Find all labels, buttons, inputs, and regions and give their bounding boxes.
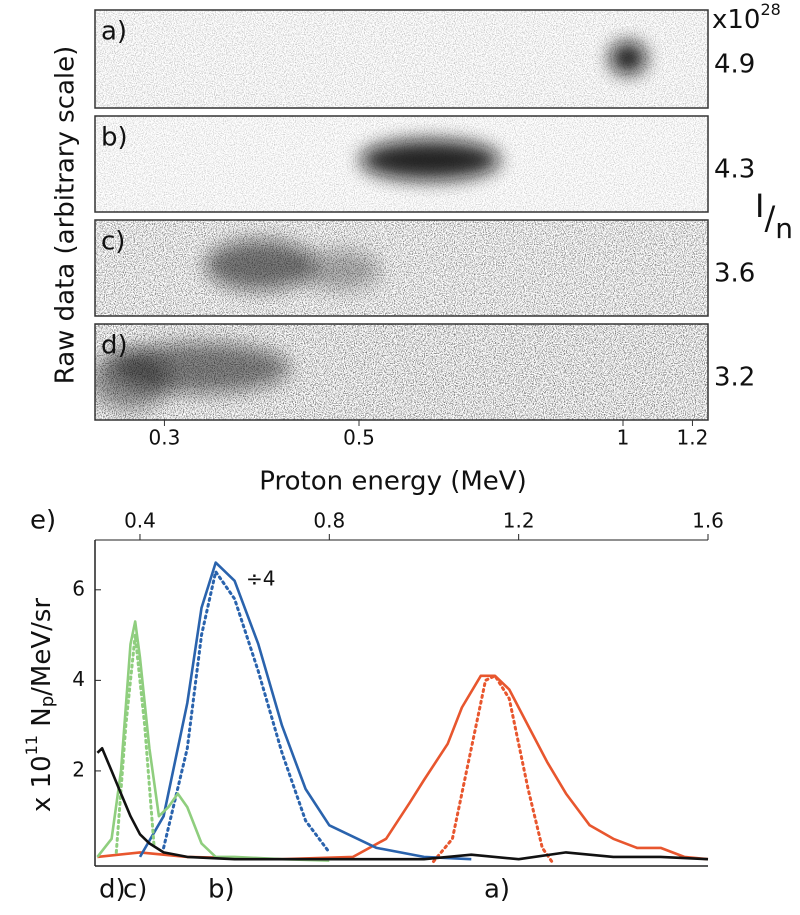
intensity-unit: x1028: [712, 0, 781, 35]
slash: /: [764, 199, 775, 237]
denominator: n: [775, 212, 793, 245]
intensity-axis-label: I/n: [755, 187, 793, 245]
strip-frame: [94, 9, 709, 109]
x-tick-label: 1.6: [692, 509, 724, 533]
spectrum-panel: 0.4 0.8 1.2 1.6 2 4 6 e) ÷4 x 1011 Np/MeV/sr d)c) b…: [22, 506, 724, 905]
ylabel-exponent: 11: [22, 735, 41, 755]
strip-frame: [94, 115, 709, 213]
x-tick-label: 1.2: [503, 509, 535, 533]
ylabel-suffix: /MeV/sr: [27, 598, 57, 696]
strip-label: c): [101, 227, 125, 257]
strip-frame: [94, 323, 709, 421]
strip-noise: [95, 220, 708, 316]
strip-label: d): [101, 331, 128, 361]
ylabel-text: N: [27, 707, 57, 735]
spectrum-line: [96, 747, 709, 861]
proton-spot: [300, 250, 380, 290]
y-tick-label: 6: [72, 576, 85, 600]
x-axis-label: Proton energy (MeV): [259, 467, 526, 497]
strip-label: a): [101, 17, 127, 47]
panel-label: e): [30, 506, 56, 536]
x-tick-label: 1.2: [677, 426, 709, 450]
annotation: ÷4: [246, 567, 275, 591]
raw-data-panel: a) 4.9 b) 4.3 c) 3.6 d) 3.2 0.3 0.5 1 1.2 Proton ene…: [51, 0, 793, 497]
spectrum-line: [138, 561, 472, 861]
spectrum-line: [97, 674, 709, 861]
spectrum-line: [432, 674, 554, 863]
y-axis-label: x 1011 Np/MeV/sr: [22, 598, 59, 813]
x-tick-label: 0.8: [313, 509, 345, 533]
spectrum-line: [162, 570, 331, 854]
proton-spot: [95, 350, 170, 410]
proton-spot: [610, 42, 646, 74]
x-tick-label: 0.3: [149, 426, 181, 450]
intensity-label: 4.9: [714, 50, 755, 80]
curve-label: d): [99, 875, 126, 905]
numerator: I: [755, 187, 764, 225]
curve-label: c): [123, 875, 147, 905]
x-tick-label: 1: [617, 426, 630, 450]
spectrum-line: [114, 633, 156, 854]
proton-spot: [205, 240, 315, 290]
unit-base: x10: [712, 5, 760, 35]
x-tick-label: 0.4: [124, 509, 156, 533]
ylabel-prefix: x 10: [27, 755, 57, 812]
x-tick-label: 0.5: [343, 426, 375, 450]
proton-spot: [360, 140, 500, 180]
y-tick-label: 2: [72, 757, 85, 781]
spectrum-line: [96, 620, 330, 862]
curve-label: b): [208, 875, 235, 905]
y-tick-label: 4: [72, 667, 85, 691]
strip-frame: [94, 219, 709, 317]
strip-label: b): [101, 123, 128, 153]
y-axis-label: Raw data (arbitrary scale): [51, 46, 81, 385]
strip-noise: [95, 10, 708, 108]
ylabel-subscript: p: [37, 696, 58, 707]
curve-label: a): [484, 875, 510, 905]
intensity-label: 3.2: [714, 363, 755, 393]
intensity-label: 3.6: [714, 259, 755, 289]
unit-exponent: 28: [760, 0, 780, 19]
intensity-label: 4.3: [714, 155, 755, 185]
